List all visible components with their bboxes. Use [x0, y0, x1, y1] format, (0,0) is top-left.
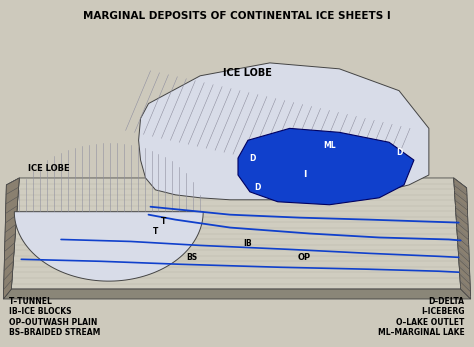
- Text: D: D: [396, 148, 402, 157]
- Polygon shape: [238, 128, 414, 205]
- Text: D: D: [250, 154, 256, 163]
- Text: OP: OP: [298, 253, 311, 262]
- Text: I: I: [303, 170, 306, 179]
- Text: BS: BS: [187, 253, 198, 262]
- Polygon shape: [3, 289, 471, 299]
- Polygon shape: [14, 212, 203, 281]
- Text: T: T: [161, 217, 166, 226]
- Polygon shape: [138, 63, 429, 200]
- Polygon shape: [3, 178, 19, 299]
- Polygon shape: [454, 178, 471, 299]
- Text: ICE LOBE: ICE LOBE: [28, 163, 70, 172]
- Text: T–TUNNEL: T–TUNNEL: [9, 297, 53, 306]
- Text: D: D: [255, 183, 261, 192]
- Text: O–LAKE OUTLET: O–LAKE OUTLET: [396, 318, 465, 327]
- Text: ML: ML: [323, 141, 336, 150]
- Text: OP–OUTWASH PLAIN: OP–OUTWASH PLAIN: [9, 318, 98, 327]
- Text: BS–BRAIDED STREAM: BS–BRAIDED STREAM: [9, 328, 100, 337]
- Text: D–DELTA: D–DELTA: [428, 297, 465, 306]
- Text: I–ICEBERG: I–ICEBERG: [421, 307, 465, 316]
- Text: IB: IB: [244, 239, 252, 248]
- Polygon shape: [454, 178, 471, 299]
- Text: IB–ICE BLOCKS: IB–ICE BLOCKS: [9, 307, 72, 316]
- Polygon shape: [3, 178, 19, 299]
- Text: ML–MARGINAL LAKE: ML–MARGINAL LAKE: [378, 328, 465, 337]
- Polygon shape: [11, 178, 461, 289]
- Text: T: T: [153, 227, 158, 236]
- Text: ICE LOBE: ICE LOBE: [224, 68, 273, 78]
- Text: MARGINAL DEPOSITS OF CONTINENTAL ICE SHEETS I: MARGINAL DEPOSITS OF CONTINENTAL ICE SHE…: [83, 11, 391, 21]
